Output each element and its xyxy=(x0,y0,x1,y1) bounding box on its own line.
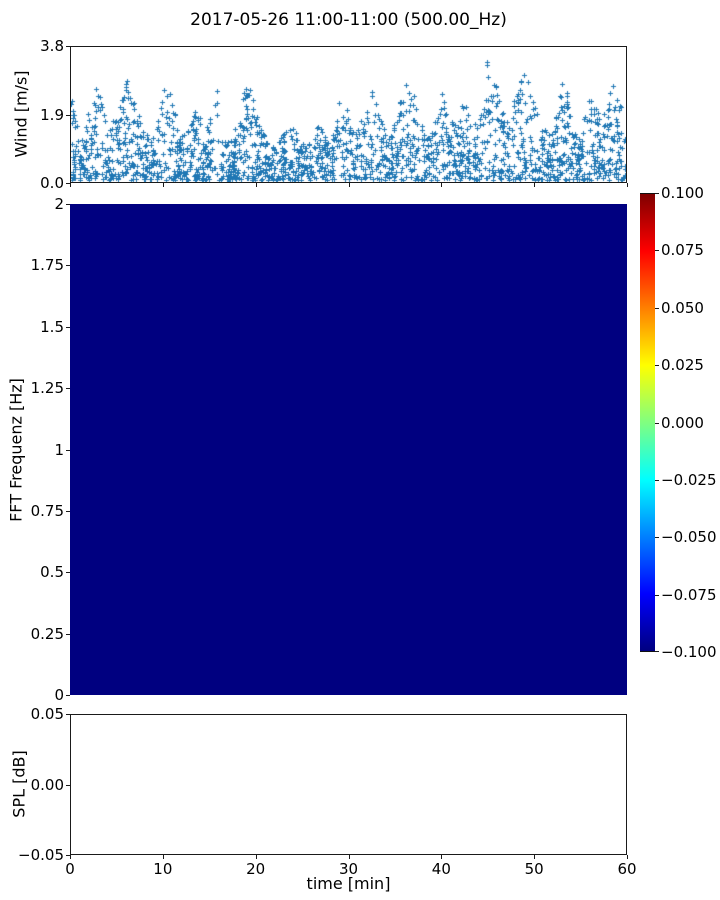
wind-scatter-axes xyxy=(70,46,627,183)
y-tick-label: 1.25 xyxy=(30,379,64,398)
colorbar-tick-mark xyxy=(655,422,659,424)
x-axis-label: time [min] xyxy=(306,874,391,893)
y-tick-mark xyxy=(66,114,70,116)
colorbar-tick-mark xyxy=(655,365,659,367)
x-tick-mark xyxy=(441,855,443,859)
y-tick-label: 3.8 xyxy=(40,37,64,55)
colorbar-tick-mark xyxy=(655,250,659,252)
colorbar-tick-label: 0.050 xyxy=(661,298,704,317)
x-tick-label: 50 xyxy=(524,860,544,878)
colorbar-tick-label: −0.050 xyxy=(661,528,717,547)
y-tick-label: 0.5 xyxy=(40,563,64,582)
x-tick-mark xyxy=(627,183,628,187)
x-tick-mark xyxy=(255,855,257,859)
y-tick-label: 0.25 xyxy=(30,624,64,643)
colorbar-tick-mark xyxy=(655,479,659,481)
y-tick-mark xyxy=(66,784,70,786)
x-tick-mark xyxy=(70,855,71,859)
y-tick-mark xyxy=(66,46,70,47)
y-tick-label: 1 xyxy=(54,440,64,459)
y-tick-mark xyxy=(66,714,70,715)
x-tick-label: 60 xyxy=(617,860,637,878)
y-tick-mark xyxy=(66,572,70,574)
figure-title: 2017-05-26 11:00-11:00 (500.00_Hz) xyxy=(190,10,507,30)
x-tick-mark xyxy=(348,183,350,187)
y-tick-label: 2 xyxy=(54,195,64,213)
y-tick-mark xyxy=(66,204,70,205)
x-tick-mark xyxy=(534,183,536,187)
y-tick-label: −0.05 xyxy=(18,846,64,864)
x-tick-mark xyxy=(162,183,164,187)
x-tick-label: 30 xyxy=(338,860,359,878)
y-tick-mark xyxy=(66,695,70,696)
colorbar-tick-mark xyxy=(655,651,659,652)
colorbar-tick-label: 0.100 xyxy=(661,184,704,202)
colorbar-tick-mark xyxy=(655,307,659,309)
y-tick-mark xyxy=(66,855,70,856)
y-tick-label: 1.9 xyxy=(40,105,64,124)
x-tick-mark xyxy=(162,855,164,859)
colorbar-tick-label: 0.025 xyxy=(661,356,704,375)
spectrogram-axes xyxy=(70,204,627,695)
x-tick-label: 40 xyxy=(431,860,451,878)
y-tick-mark xyxy=(66,183,70,184)
x-tick-mark xyxy=(255,183,257,187)
x-tick-label: 10 xyxy=(153,860,173,878)
x-tick-label: 0 xyxy=(65,860,75,878)
x-tick-mark xyxy=(70,183,71,187)
x-tick-mark xyxy=(627,855,628,859)
y-tick-label: 0.05 xyxy=(30,705,64,723)
colorbar-tick-label: −0.075 xyxy=(661,585,717,604)
wind-scatter-canvas xyxy=(71,47,626,182)
colorbar xyxy=(640,193,655,652)
y-tick-label: 1.75 xyxy=(30,256,64,275)
y-tick-label: 0.75 xyxy=(30,501,64,520)
x-tick-label: 20 xyxy=(246,860,266,878)
y-tick-mark xyxy=(66,510,70,512)
colorbar-tick-mark xyxy=(655,594,659,596)
y-tick-mark xyxy=(66,388,70,390)
colorbar-tick-mark xyxy=(655,537,659,539)
spl-axes xyxy=(70,714,627,855)
x-tick-mark xyxy=(534,855,536,859)
colorbar-tick-label: −0.025 xyxy=(661,470,717,489)
x-tick-mark xyxy=(441,183,443,187)
y-tick-label: 0 xyxy=(54,686,64,704)
y-tick-mark xyxy=(66,265,70,267)
colorbar-tick-label: −0.100 xyxy=(661,643,717,661)
y-tick-mark xyxy=(66,633,70,635)
colorbar-tick-label: 0.075 xyxy=(661,241,704,260)
x-tick-mark xyxy=(348,855,350,859)
colorbar-tick-mark xyxy=(655,193,659,194)
y-tick-mark xyxy=(66,449,70,451)
y-tick-label: 1.5 xyxy=(40,317,64,336)
y-tick-label: 0.0 xyxy=(40,174,64,192)
y-tick-mark xyxy=(66,326,70,328)
colorbar-tick-label: 0.000 xyxy=(661,413,704,432)
y-tick-label: 0.00 xyxy=(30,775,64,794)
